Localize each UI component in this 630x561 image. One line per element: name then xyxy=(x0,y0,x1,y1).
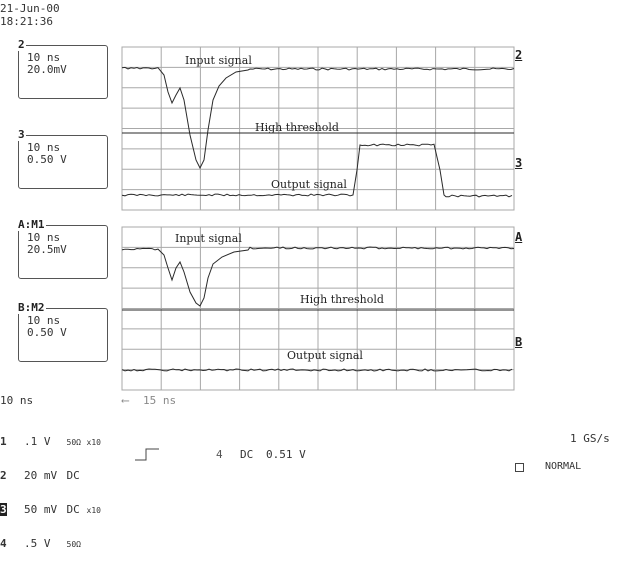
channel-number: 1 xyxy=(0,435,7,448)
channel-coupling: 50Ω xyxy=(66,540,81,549)
rising-edge-trigger-icon xyxy=(135,448,159,461)
trace-tag: B:M2 xyxy=(17,301,46,314)
timebase-readout: 10 ns xyxy=(0,394,34,407)
trigger-source[interactable]: 4 xyxy=(216,448,223,461)
trace-box-3[interactable]: 3 10 ns 0.50 V xyxy=(17,128,108,189)
channel-row-3[interactable]: 3 50 mV DC x10 xyxy=(0,503,101,516)
trigger-level[interactable]: 0.51 V xyxy=(266,448,306,461)
cursor-readout: 15 ns xyxy=(143,394,177,407)
graticule xyxy=(121,46,515,391)
channel-number: 4 xyxy=(0,537,7,550)
trace-tag: 2 xyxy=(17,38,26,51)
trace-box-b-m2[interactable]: B:M2 10 ns 0.50 V xyxy=(17,301,108,362)
acquisition-status-icon xyxy=(515,463,524,472)
trace-marker-b[interactable]: B xyxy=(515,335,523,349)
channel-row-2[interactable]: 2 20 mV DC xyxy=(0,470,101,482)
trace-timebase: 10 ns xyxy=(27,231,61,244)
label-high-threshold-bottom: High threshold xyxy=(300,293,384,306)
trace-scale: 0.50 V xyxy=(27,153,67,166)
channel-volts: .5 xyxy=(24,537,38,550)
trace-tag: 3 xyxy=(17,128,26,141)
channel-probe: x10 xyxy=(86,506,101,515)
label-high-threshold-top: High threshold xyxy=(255,121,339,134)
label-input-signal-bottom: Input signal xyxy=(175,232,242,245)
trace-box-a-m1[interactable]: A:M1 10 ns 20.5mV xyxy=(17,218,108,279)
trace-timebase: 10 ns xyxy=(27,314,61,327)
channel-coupling: DC xyxy=(66,503,80,516)
graticule-top xyxy=(121,46,515,211)
trace-timebase: 10 ns xyxy=(27,141,61,154)
label-output-signal-top: Output signal xyxy=(271,178,347,191)
label-input-signal-top: Input signal xyxy=(185,54,252,67)
cursor-arrow-icon: ⟵ xyxy=(122,394,129,407)
trace-marker-2[interactable]: 2 xyxy=(515,48,523,62)
channel-unit: V xyxy=(43,435,51,448)
channel-probe: x10 xyxy=(86,438,101,447)
sample-rate: 1 GS/s xyxy=(570,432,610,445)
trace-timebase: 10 ns xyxy=(27,51,61,64)
trigger-coupling[interactable]: DC xyxy=(240,448,254,461)
channel-row-1[interactable]: 1 .1 V 50Ω x10 xyxy=(0,436,101,448)
trace-marker-a[interactable]: A xyxy=(515,230,523,244)
trace-scale: 20.0mV xyxy=(27,63,67,76)
time-readout: 18:21:36 xyxy=(0,15,53,28)
channel-row-4[interactable]: 4 .5 V 50Ω xyxy=(0,538,101,550)
channel-unit: mV xyxy=(43,503,58,516)
trace-scale: 0.50 V xyxy=(27,326,67,339)
channel-number: 3 xyxy=(0,503,7,516)
channel-unit: V xyxy=(43,537,51,550)
trace-scale: 20.5mV xyxy=(27,243,67,256)
output-signal-trace-top xyxy=(121,143,513,198)
trace-box-2[interactable]: 2 10 ns 20.0mV xyxy=(17,38,108,99)
waveform-display[interactable]: Input signal High threshold Output signa… xyxy=(0,0,630,476)
output-signal-trace-bottom xyxy=(121,368,513,372)
waveforms xyxy=(121,66,515,372)
graticule-bottom xyxy=(121,226,515,391)
date-readout: 21-Jun-00 xyxy=(0,2,60,15)
channel-volts: .1 xyxy=(24,435,38,448)
trigger-mode[interactable]: NORMAL xyxy=(545,461,582,472)
trace-tag: A:M1 xyxy=(17,218,46,231)
channel-volts: 50 xyxy=(24,503,38,516)
trace-marker-3[interactable]: 3 xyxy=(515,156,523,170)
input-signal-trace-top xyxy=(121,66,515,170)
channel-coupling: 50Ω xyxy=(66,438,81,447)
label-output-signal-bottom: Output signal xyxy=(287,349,363,362)
channel-list: 1 .1 V 50Ω x10 2 20 mV DC 3 50 mV DC x10 4… xyxy=(0,414,101,561)
input-signal-trace-bottom xyxy=(121,246,515,307)
